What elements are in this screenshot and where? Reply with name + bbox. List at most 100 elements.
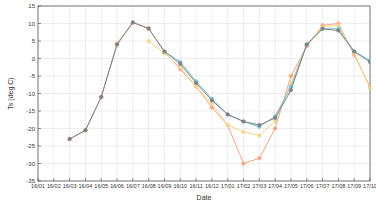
y-tick	[38, 93, 41, 94]
series-marker	[194, 81, 198, 85]
series-marker	[131, 21, 135, 25]
grid-line-x	[196, 6, 197, 181]
y-tick-label: -5	[30, 73, 36, 79]
grid-line-x	[290, 6, 291, 181]
y-tick	[38, 181, 41, 182]
series-marker	[321, 27, 325, 31]
grid-line-x	[306, 6, 307, 181]
series-marker	[273, 120, 277, 124]
y-tick	[38, 76, 41, 77]
x-tick-label: 17/07	[316, 183, 330, 189]
series-marker	[337, 23, 341, 27]
x-tick	[101, 178, 102, 181]
grid-line	[38, 128, 370, 129]
series-marker	[258, 123, 262, 127]
grid-line-x	[132, 6, 133, 181]
x-tick-label: 16/02	[47, 183, 61, 189]
x-tick-label: 17/06	[300, 183, 314, 189]
series-marker	[68, 137, 72, 141]
x-tick	[354, 178, 355, 181]
x-tick	[306, 178, 307, 181]
x-tick-label: 17/04	[268, 183, 282, 189]
y-tick	[38, 146, 41, 147]
x-tick	[290, 178, 291, 181]
series-marker	[305, 43, 309, 47]
series-marker	[226, 123, 230, 127]
grid-line-x	[322, 6, 323, 181]
x-tick-label: 16/11	[189, 183, 202, 189]
x-tick-label: 17/10	[363, 183, 376, 189]
series-marker	[226, 113, 230, 117]
y-tick-label: -10	[26, 91, 35, 97]
x-tick	[370, 178, 371, 181]
series-marker	[368, 86, 370, 90]
x-tick-label: 17/03	[252, 183, 266, 189]
grid-line-x	[227, 6, 228, 181]
series-marker	[147, 27, 151, 31]
grid-line-x	[243, 6, 244, 181]
x-tick	[148, 178, 149, 181]
series-marker	[226, 113, 230, 117]
x-tick-label: 17/09	[347, 183, 361, 189]
x-tick-label: 16/10	[173, 183, 187, 189]
series-marker	[194, 85, 198, 89]
series-marker	[115, 43, 119, 47]
grid-line-x	[354, 6, 355, 181]
series-marker	[163, 50, 167, 54]
grid-line	[38, 163, 370, 164]
series-marker	[305, 43, 309, 47]
grid-line-x	[101, 6, 102, 181]
y-axis-label: Ts (deg C)	[7, 77, 15, 109]
x-tick	[211, 178, 212, 181]
grid-line	[38, 76, 370, 77]
x-tick	[243, 178, 244, 181]
series-marker	[226, 123, 230, 127]
chart: -35-30-25-20-15-10-505101516/0116/0216/0…	[0, 0, 376, 205]
x-tick	[275, 178, 276, 181]
series-line	[70, 22, 370, 139]
x-tick-label: 16/03	[63, 183, 77, 189]
grid-line-x	[69, 6, 70, 181]
x-axis-label: Date	[197, 194, 212, 201]
x-tick	[322, 178, 323, 181]
series-marker	[242, 162, 246, 166]
x-tick	[180, 178, 181, 181]
x-tick-label: 17/08	[331, 183, 345, 189]
series-marker	[258, 134, 262, 138]
x-tick-label: 16/05	[94, 183, 108, 189]
series-marker	[84, 128, 88, 132]
series-marker	[242, 130, 246, 134]
y-tick-label: -25	[26, 143, 35, 149]
grid-line	[38, 41, 370, 42]
y-tick-label: 5	[32, 38, 36, 44]
y-tick	[38, 163, 41, 164]
grid-line-x	[180, 6, 181, 181]
x-tick	[53, 178, 54, 181]
series-line	[70, 22, 370, 163]
x-tick	[132, 178, 133, 181]
grid-line-x	[148, 6, 149, 181]
series-marker	[242, 120, 246, 124]
grid-line	[38, 23, 370, 24]
x-tick	[38, 178, 39, 181]
series-marker	[194, 85, 198, 89]
y-tick	[38, 58, 41, 59]
series-marker	[258, 156, 262, 160]
grid-line-x	[275, 6, 276, 181]
series-marker	[147, 26, 151, 30]
x-tick-label: 17/02	[237, 183, 251, 189]
series-line	[149, 25, 370, 135]
series-marker	[68, 137, 72, 141]
series-marker	[352, 50, 356, 54]
series-marker	[210, 102, 214, 106]
y-tick	[38, 111, 41, 112]
x-tick	[164, 178, 165, 181]
x-tick-label: 17/01	[221, 183, 235, 189]
series-marker	[242, 120, 246, 124]
series-marker	[178, 62, 182, 66]
grid-line	[38, 146, 370, 147]
grid-line-x	[85, 6, 86, 181]
grid-line-x	[53, 6, 54, 181]
series-marker	[289, 74, 293, 78]
grid-line-x	[117, 6, 118, 181]
